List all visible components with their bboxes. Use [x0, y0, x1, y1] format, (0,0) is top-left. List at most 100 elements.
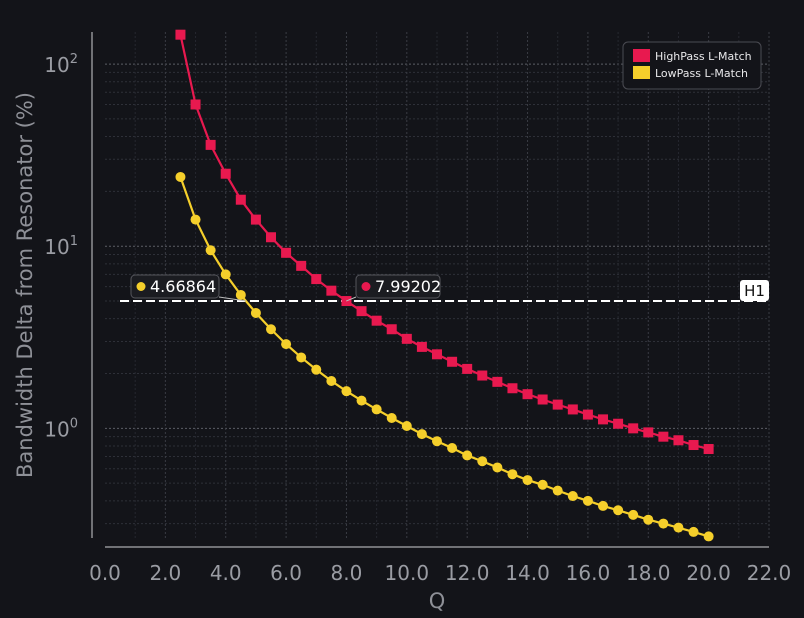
data-point — [658, 518, 669, 529]
data-point — [628, 509, 639, 520]
x-axis-title: Q — [429, 589, 446, 613]
data-point — [416, 429, 427, 440]
data-point — [371, 315, 382, 326]
x-tick-label: 4.0 — [210, 561, 242, 585]
data-point — [567, 491, 578, 502]
data-point — [266, 232, 276, 243]
annotation-value: 7.99202 — [375, 277, 441, 296]
data-point — [447, 442, 458, 453]
annotation-box — [130, 274, 220, 299]
series-highpass-l-match — [175, 29, 714, 455]
data-point — [296, 352, 307, 363]
data-point — [673, 435, 684, 446]
x-tick-label: 8.0 — [331, 561, 363, 585]
data-point — [356, 306, 367, 317]
data-point — [628, 423, 639, 434]
data-point — [326, 285, 337, 296]
data-point — [582, 495, 593, 506]
x-tick-label: 10.0 — [385, 561, 430, 585]
data-point — [477, 456, 488, 467]
data-point — [235, 289, 246, 300]
axes — [91, 32, 769, 548]
data-point — [703, 531, 714, 542]
data-point — [522, 389, 533, 400]
data-point — [401, 333, 412, 344]
data-point — [537, 394, 548, 405]
x-tick-labels: 0.0 2.0 4.0 6.0 8.0 10.0 12.0 14.0 16.0 18.0 20.0 2… — [89, 561, 791, 585]
data-point — [432, 436, 442, 447]
data-point — [386, 412, 397, 423]
data-point — [341, 386, 352, 397]
data-point — [266, 324, 276, 335]
data-point — [598, 414, 608, 425]
y-tick-label: 102 — [44, 52, 78, 77]
data-point — [326, 375, 337, 386]
data-point — [175, 171, 186, 182]
data-point — [220, 168, 231, 179]
annotation-value: 4.66864 — [150, 277, 216, 296]
data-point — [447, 356, 458, 367]
data-point — [416, 341, 427, 352]
data-point — [371, 404, 382, 415]
h1-label-box — [740, 280, 769, 302]
data-point — [522, 475, 533, 486]
series-group — [175, 29, 714, 542]
data-point — [250, 214, 261, 225]
data-point — [673, 522, 684, 533]
data-point — [507, 469, 518, 480]
data-point — [311, 364, 322, 375]
legend-box — [622, 41, 762, 90]
data-point — [507, 383, 518, 394]
y-axis-title: Bandwidth Delta from Resonator (%) — [13, 92, 37, 478]
x-tick-label: 12.0 — [445, 561, 490, 585]
data-point — [220, 269, 231, 280]
x-tick-label: 6.0 — [270, 561, 302, 585]
legend-label: HighPass L-Match — [655, 50, 752, 63]
data-point — [688, 526, 699, 537]
data-point — [175, 29, 186, 40]
annotation-leader — [346, 296, 357, 302]
data-point — [386, 324, 397, 335]
data-point — [205, 245, 216, 256]
legend-swatch — [633, 49, 650, 62]
annotation-dot — [361, 282, 371, 291]
legend: HighPass L-Match LowPass L-Match — [622, 41, 762, 90]
data-point — [567, 404, 578, 415]
data-point — [281, 339, 292, 350]
data-point — [311, 274, 322, 285]
x-tick-label: 20.0 — [686, 561, 731, 585]
data-point — [703, 444, 714, 455]
data-point — [477, 370, 488, 381]
x-tick-label: 22.0 — [747, 561, 792, 585]
x-tick-label: 0.0 — [89, 561, 121, 585]
data-point — [190, 214, 201, 225]
x-tick-label: 16.0 — [566, 561, 611, 585]
data-point — [281, 247, 292, 258]
x-tick-label: 14.0 — [505, 561, 550, 585]
y-tick-label: 101 — [44, 234, 78, 259]
x-tick-label: 2.0 — [149, 561, 181, 585]
legend-swatch — [633, 66, 650, 79]
data-point — [613, 418, 624, 429]
data-point — [537, 479, 548, 490]
data-point — [613, 505, 624, 516]
x-tick-label: 18.0 — [626, 561, 671, 585]
data-point — [250, 307, 261, 318]
annotation-leader — [218, 296, 246, 302]
data-point — [552, 399, 563, 410]
data-point — [492, 376, 503, 387]
h1-reference-line: H1 — [120, 280, 769, 303]
legend-label: LowPass L-Match — [655, 67, 748, 80]
data-point — [582, 409, 593, 420]
data-point — [688, 440, 699, 451]
y-tick-label: 100 — [44, 416, 78, 441]
data-point — [462, 450, 473, 461]
data-point — [296, 260, 307, 271]
data-point — [658, 431, 669, 442]
series-lowpass-l-match — [175, 171, 714, 542]
data-point — [235, 194, 246, 205]
data-point — [552, 485, 563, 496]
data-point — [643, 514, 654, 525]
